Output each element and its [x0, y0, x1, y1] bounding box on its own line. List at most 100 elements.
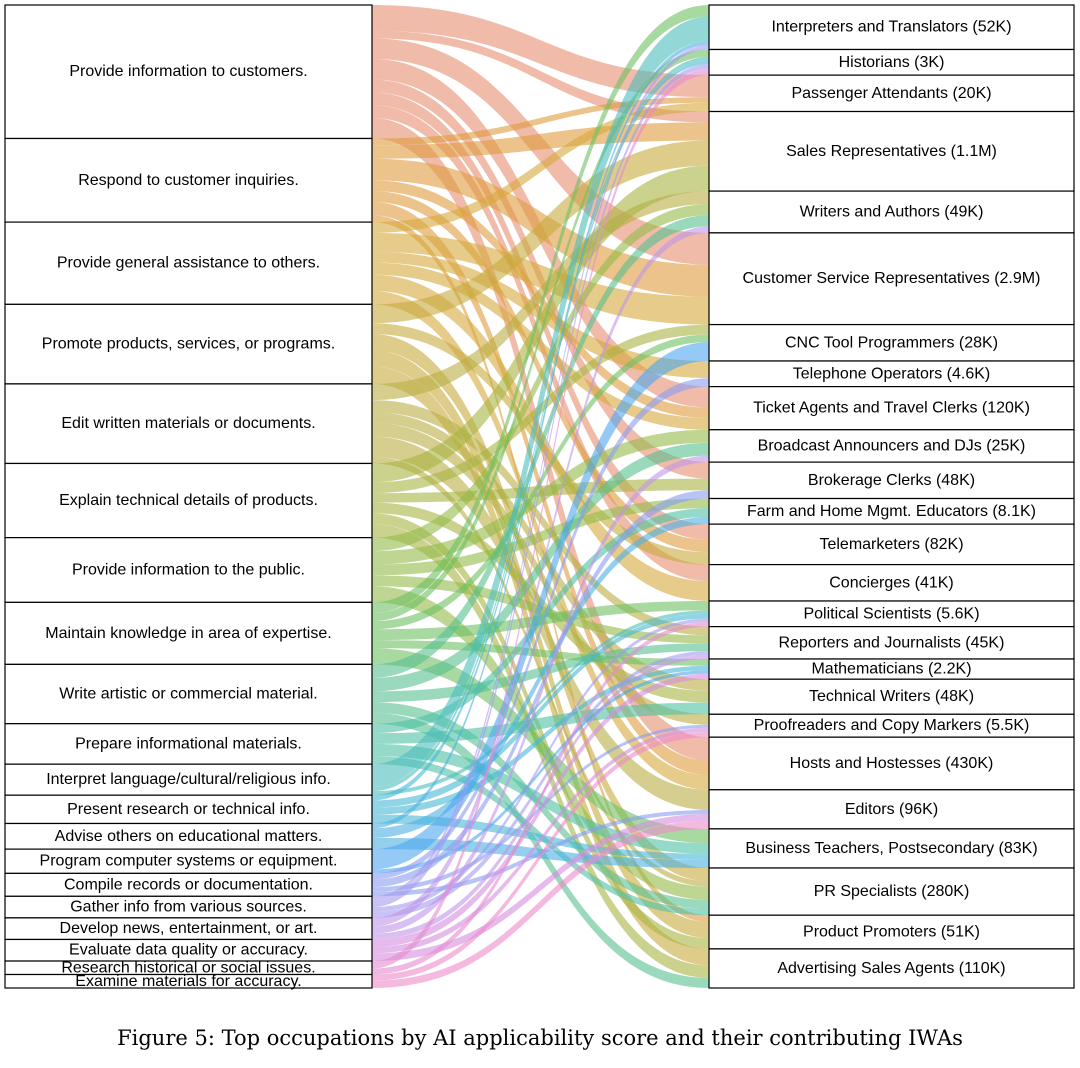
occupation-node-label: Customer Service Representatives (2.9M) [743, 270, 1041, 287]
iwa-node-label: Provide general assistance to others. [57, 255, 320, 272]
flow-link [372, 49, 709, 622]
occupation-node-label: PR Specialists (280K) [814, 883, 970, 900]
occupation-node-label: Farm and Home Mgmt. Educators (8.1K) [747, 503, 1036, 520]
flow-link [372, 97, 709, 146]
iwa-node-label: Compile records or documentation. [64, 876, 313, 893]
iwa-node-label: Program computer systems or equipment. [40, 853, 338, 870]
iwa-node-box [4, 303, 373, 385]
flow-link [372, 16, 709, 788]
flow-link [372, 226, 709, 927]
flow-link [372, 498, 709, 576]
flow-link [372, 38, 709, 265]
flow-link [372, 191, 709, 401]
occupation-node-label: Writers and Authors (49K) [800, 203, 984, 220]
iwa-node-box [4, 137, 373, 223]
occupation-node-label: Interpreters and Translators (52K) [771, 19, 1011, 36]
iwa-node-label: Provide information to customers. [69, 63, 307, 80]
occupation-node-label: Passenger Attendants (20K) [791, 85, 991, 102]
flow-link [372, 516, 709, 838]
flow-link [372, 702, 709, 744]
flow-link [372, 342, 709, 870]
iwa-node-box [4, 537, 373, 603]
occupation-node-box [708, 523, 1075, 566]
flow-link [372, 60, 709, 801]
occupation-node-label: Mathematicians (2.2K) [811, 661, 971, 678]
occupation-node-label: Advertising Sales Agents (110K) [777, 960, 1005, 977]
flow-link [372, 412, 709, 691]
flow-link [372, 610, 709, 796]
iwa-node-label: Interpret language/cultural/religious in… [46, 771, 331, 788]
flow-link [372, 731, 709, 981]
occupation-node-label: Business Teachers, Postsecondary (83K) [745, 840, 1037, 857]
flow-link [372, 665, 709, 815]
iwa-node-label: Promote products, services, or programs. [42, 336, 335, 353]
occupation-node-box [708, 563, 1075, 602]
occupation-node-label: CNC Tool Programmers (28K) [785, 334, 998, 351]
occupation-node-label: Reporters and Journalists (45K) [779, 634, 1005, 651]
flow-link [372, 702, 709, 909]
occupation-nodes: Interpreters and Translators (52K) Histor… [708, 4, 1075, 989]
iwa-node-label: Respond to customer inquiries. [78, 172, 299, 189]
occupation-node-box [708, 48, 1075, 76]
occupation-node-box [708, 867, 1075, 916]
iwa-node-label: Examine materials for accuracy. [75, 973, 301, 990]
flow-link [372, 810, 709, 897]
iwa-node-label: Write artistic or commercial material. [59, 686, 317, 703]
flow-link [372, 140, 709, 324]
occupation-node-box [708, 948, 1075, 989]
iwa-node-label: Gather info from various sources. [70, 899, 307, 916]
occupation-node-box [708, 828, 1075, 869]
flow-link [372, 442, 709, 692]
flow-link [372, 350, 709, 939]
flow-links [372, 5, 709, 988]
flow-link [372, 45, 709, 901]
occupation-node-label: Editors (96K) [845, 801, 938, 818]
flow-link [372, 508, 709, 734]
occupation-node-box [708, 678, 1075, 715]
flow-link [372, 670, 709, 874]
flow-link [372, 334, 709, 630]
flow-link [372, 64, 709, 908]
occupation-node-label: Ticket Agents and Travel Clerks (120K) [753, 400, 1030, 417]
occupation-node-box [708, 110, 1075, 192]
occupation-node-box [708, 600, 1075, 628]
occupation-node-label: Hosts and Hostesses (430K) [790, 755, 994, 772]
flow-link [372, 490, 709, 888]
iwa-node-label: Maintain knowledge in area of expertise. [45, 625, 331, 642]
iwa-node-box [4, 723, 373, 765]
iwa-node-label: Develop news, entertainment, or art. [60, 920, 318, 937]
flow-link [372, 820, 709, 988]
flow-link [372, 429, 709, 565]
occupation-node-box [708, 360, 1075, 388]
flow-link [372, 455, 709, 934]
flow-link [372, 5, 709, 614]
flow-link [372, 69, 709, 969]
occupation-node-label: Product Promoters (51K) [803, 924, 980, 941]
occupation-node-label: Political Scientists (5.6K) [803, 605, 979, 622]
flow-link [372, 215, 709, 678]
flow-link [372, 727, 709, 954]
occupation-node-box [708, 626, 1075, 660]
flow-link [372, 102, 709, 233]
flow-link [372, 165, 709, 483]
iwa-node-label: Explain technical details of products. [59, 492, 318, 509]
flow-link [372, 673, 709, 948]
occupation-node-box [708, 789, 1075, 830]
iwa-node-label: Edit written materials or documents. [61, 415, 315, 432]
occupation-node-box [708, 736, 1075, 791]
occupation-node-label: Sales Representatives (1.1M) [786, 143, 997, 160]
occupation-node-label: Concierges (41K) [829, 574, 954, 591]
flow-link [372, 56, 709, 792]
iwa-node-box [4, 221, 373, 305]
iwa-node-box [4, 462, 373, 539]
occupation-node-box [708, 232, 1075, 326]
iwa-node-label: Evaluate data quality or accuracy. [69, 942, 308, 959]
flow-link [372, 621, 709, 975]
iwa-node-box [4, 763, 373, 796]
iwa-node-label: Provide information to the public. [72, 561, 305, 578]
flow-link [372, 122, 709, 159]
flow-link [372, 30, 709, 123]
occupation-node-label: Technical Writers (48K) [809, 688, 974, 705]
occupation-node-box [708, 190, 1075, 234]
